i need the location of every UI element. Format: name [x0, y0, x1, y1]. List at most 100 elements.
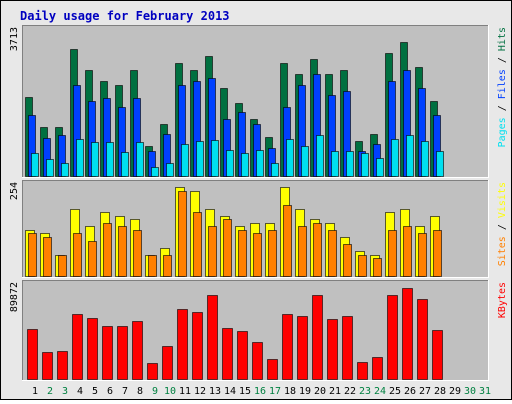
x-tick-label: 17: [269, 386, 281, 397]
bar-kbytes-day-16: [252, 342, 263, 380]
bar-kbytes-day-1: [27, 329, 38, 380]
bar-kbytes-day-18: [282, 314, 293, 380]
legend-item: Files: [497, 69, 508, 99]
bar-sites-day-26: [403, 226, 412, 277]
bar-kbytes-day-10: [162, 346, 173, 380]
bar-pages-day-2: [46, 159, 54, 177]
bar-kbytes-day-7: [117, 326, 128, 380]
legend-item: KBytes: [497, 282, 508, 318]
bar-pages-day-25: [391, 139, 399, 177]
legend-item: /: [497, 51, 508, 69]
x-tick-label: 20: [314, 386, 326, 397]
bar-sites-day-25: [388, 230, 397, 277]
legend-item: Pages: [497, 117, 508, 147]
bar-pages-day-18: [286, 139, 294, 177]
bar-sites-day-6: [103, 223, 112, 277]
x-tick-label: 7: [122, 386, 128, 397]
bar-kbytes-day-9: [147, 363, 158, 380]
bar-sites-day-8: [133, 230, 142, 277]
x-tick-label: 13: [209, 386, 221, 397]
bar-pages-day-21: [331, 151, 339, 177]
bar-sites-day-1: [28, 233, 37, 277]
bar-sites-day-17: [268, 230, 277, 277]
x-tick-label: 4: [77, 386, 83, 397]
bar-pages-day-10: [166, 163, 174, 177]
bar-sites-day-27: [418, 233, 427, 277]
bar-pages-day-5: [91, 142, 99, 177]
bar-sites-day-21: [328, 230, 337, 277]
bar-kbytes-day-28: [432, 330, 443, 380]
panel-ymax-label: 3713: [9, 27, 20, 51]
bar-kbytes-day-25: [387, 295, 398, 380]
bar-pages-day-6: [106, 142, 114, 177]
bar-sites-day-14: [223, 219, 232, 277]
x-tick-label: 15: [239, 386, 251, 397]
x-tick-label: 23: [359, 386, 371, 397]
panel-legend: Sites / Visits: [497, 182, 508, 266]
bar-sites-day-19: [298, 226, 307, 277]
x-tick-label: 27: [419, 386, 431, 397]
bar-pages-day-4: [76, 139, 84, 177]
bar-kbytes-day-4: [72, 314, 83, 380]
bar-pages-day-22: [346, 151, 354, 177]
x-tick-label: 31: [479, 386, 491, 397]
bar-sites-day-16: [253, 233, 262, 277]
panel-ymax-label: 254: [9, 182, 20, 200]
legend-item: Sites: [497, 236, 508, 266]
panel-legend: Pages / Files / Hits: [497, 27, 508, 147]
x-tick-label: 24: [374, 386, 386, 397]
bar-pages-day-3: [61, 163, 69, 177]
bar-kbytes-day-14: [222, 328, 233, 380]
panel-ymax-label: 89872: [9, 282, 20, 312]
legend-item: Visits: [497, 182, 508, 218]
bar-pages-day-12: [196, 141, 204, 177]
bar-pages-day-14: [226, 150, 234, 177]
bar-kbytes-day-3: [57, 351, 68, 380]
bar-sites-day-5: [88, 241, 97, 277]
bar-sites-day-7: [118, 226, 127, 277]
x-tick-label: 8: [137, 386, 143, 397]
bar-kbytes-day-15: [237, 331, 248, 380]
x-tick-label: 21: [329, 386, 341, 397]
bar-pages-day-27: [421, 141, 429, 177]
x-tick-label: 25: [389, 386, 401, 397]
bar-sites-day-28: [433, 230, 442, 277]
bar-pages-day-11: [181, 144, 189, 177]
bar-kbytes-day-17: [267, 359, 278, 380]
bar-kbytes-day-8: [132, 321, 143, 380]
bar-kbytes-day-22: [342, 316, 353, 380]
bar-sites-day-13: [208, 226, 217, 277]
x-tick-label: 3: [62, 386, 68, 397]
bar-pages-day-16: [256, 150, 264, 177]
bar-sites-day-2: [43, 237, 52, 277]
bar-sites-day-15: [238, 230, 247, 277]
x-tick-label: 1: [32, 386, 38, 397]
x-tick-label: 11: [179, 386, 191, 397]
x-tick-label: 2: [47, 386, 53, 397]
bar-pages-day-19: [301, 146, 309, 177]
bar-kbytes-day-11: [177, 309, 188, 380]
panel-visits-sites: 254 Sites / Visits: [9, 180, 508, 278]
bar-pages-day-1: [31, 153, 39, 177]
x-tick-label: 30: [464, 386, 476, 397]
x-tick-label: 14: [224, 386, 236, 397]
legend-item: Hits: [497, 27, 508, 51]
panel-kbytes: 89872 KBytes: [9, 280, 508, 381]
legend-item: /: [497, 218, 508, 236]
bar-kbytes-day-26: [402, 288, 413, 380]
panel-legend: KBytes: [497, 282, 508, 318]
bar-pages-day-15: [241, 153, 249, 177]
x-tick-label: 5: [92, 386, 98, 397]
bar-pages-day-13: [211, 140, 219, 177]
bar-sites-day-20: [313, 223, 322, 277]
bar-pages-day-7: [121, 152, 129, 177]
bar-pages-day-17: [271, 163, 279, 177]
bar-pages-day-28: [436, 151, 444, 177]
bar-kbytes-day-24: [372, 357, 383, 380]
bar-kbytes-day-2: [42, 352, 53, 380]
bar-kbytes-day-12: [192, 312, 203, 380]
bar-sites-day-22: [343, 244, 352, 277]
x-tick-label: 12: [194, 386, 206, 397]
x-axis-labels: 1 2 3 4 5 6 7 8 9 10 11 12 13 14 15 16 17 18 19 20 21 22 23 24 2…: [32, 386, 491, 397]
